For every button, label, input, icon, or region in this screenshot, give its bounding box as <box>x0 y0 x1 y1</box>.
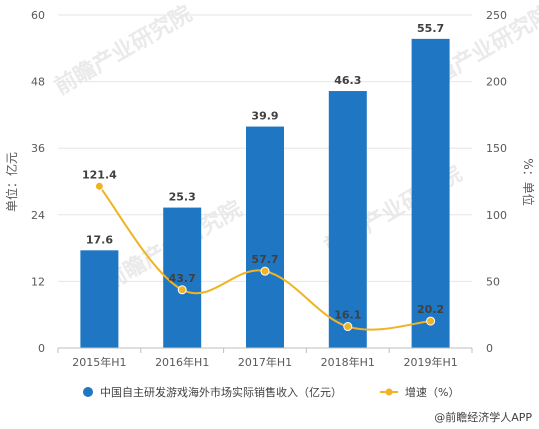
legend-label-bar: 中国自主研发游戏海外市场实际销售收入（亿元） <box>100 385 342 399</box>
y2-tick-label: 0 <box>486 342 493 355</box>
growth-value-label: 57.7 <box>251 253 278 266</box>
y2-axis-title: %：单位 <box>521 158 536 205</box>
bar-value-label: 55.7 <box>417 22 444 35</box>
y-tick-label: 36 <box>31 142 45 155</box>
x-tick-label: 2019年H1 <box>403 355 457 369</box>
x-tick-label: 2018年H1 <box>321 355 375 369</box>
y2-tick-label: 50 <box>486 275 500 288</box>
growth-point <box>260 266 270 276</box>
growth-point <box>94 181 104 191</box>
growth-value-label: 121.4 <box>82 168 117 181</box>
bar <box>411 38 450 349</box>
y-tick-label: 60 <box>31 9 45 22</box>
bar <box>328 91 367 348</box>
watermark: 前瞻产业研究院 <box>50 1 196 101</box>
data-labels: 17.6 25.3 39.9 46.3 55.7 121.4 43.7 57.7 16.1 20.… <box>82 22 444 322</box>
line-series <box>94 181 436 332</box>
y-tick-label: 0 <box>38 342 45 355</box>
growth-value-label: 43.7 <box>169 272 196 285</box>
y2-tick-label: 100 <box>486 209 507 222</box>
y2-tick-label: 200 <box>486 76 507 89</box>
growth-value-label: 20.2 <box>417 303 444 316</box>
growth-point <box>426 316 436 326</box>
source-credit: @前瞻经济学人APP <box>434 410 532 424</box>
x-tick-label: 2016年H1 <box>155 355 209 369</box>
y2-tick-label: 150 <box>486 142 507 155</box>
y-tick-label: 24 <box>31 209 45 222</box>
y-tick-label: 48 <box>31 76 45 89</box>
axes: 0 12 24 36 48 60 0 50 100 150 200 250 2015年H1 2016年H1… <box>31 9 507 369</box>
legend-label-line: 增速（%） <box>405 385 459 399</box>
bar-value-label: 46.3 <box>334 74 361 87</box>
y2-tick-label: 250 <box>486 9 507 22</box>
bar-value-label: 25.3 <box>169 191 196 204</box>
y-tick-label: 12 <box>31 275 45 288</box>
x-tick-label: 2017年H1 <box>238 355 292 369</box>
legend: 中国自主研发游戏海外市场实际销售收入（亿元） 增速（%） <box>83 385 459 399</box>
growth-point <box>177 285 187 295</box>
bar <box>246 126 284 349</box>
bar <box>163 207 202 348</box>
bar-value-label: 39.9 <box>251 110 278 123</box>
bar-series <box>80 38 450 349</box>
x-tick-label: 2015年H1 <box>72 355 126 369</box>
y-axis-title: 单位：亿元 <box>4 152 19 212</box>
bar <box>80 250 119 348</box>
legend-swatch-bar <box>83 387 93 397</box>
bar-value-label: 17.6 <box>86 233 113 246</box>
growth-value-label: 16.1 <box>334 309 361 322</box>
growth-point <box>343 322 353 332</box>
legend-swatch-marker <box>385 388 393 396</box>
